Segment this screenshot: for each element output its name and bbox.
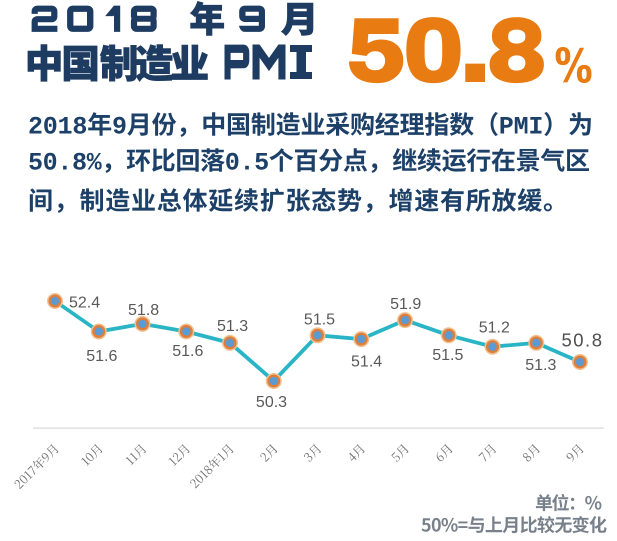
svg-text:51.2: 51.2 — [479, 319, 510, 336]
svg-text:51.3: 51.3 — [525, 357, 556, 374]
svg-text:51.5: 51.5 — [304, 312, 335, 329]
svg-text:51.6: 51.6 — [86, 348, 117, 365]
svg-text:51.6: 51.6 — [172, 343, 203, 360]
svg-text:50.8: 50.8 — [561, 329, 603, 350]
svg-text:52.4: 52.4 — [69, 295, 100, 312]
svg-text:50.3: 50.3 — [256, 394, 287, 411]
svg-text:51.3: 51.3 — [217, 318, 248, 335]
svg-text:51.5: 51.5 — [432, 347, 463, 364]
svg-text:51.9: 51.9 — [390, 296, 421, 313]
svg-text:51.4: 51.4 — [351, 354, 382, 371]
svg-text:51.8: 51.8 — [128, 302, 159, 319]
